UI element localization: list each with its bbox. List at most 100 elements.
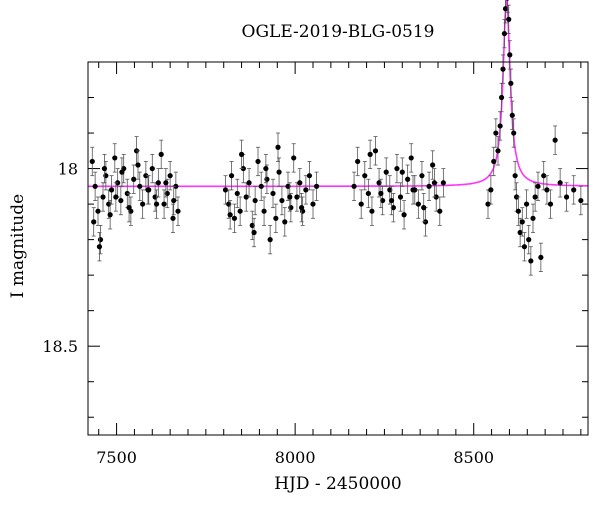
data-point bbox=[390, 205, 396, 211]
data-point bbox=[523, 201, 530, 207]
data-point bbox=[270, 190, 276, 197]
model-curve-layer bbox=[88, 0, 588, 188]
data-point bbox=[249, 222, 255, 229]
data-point bbox=[288, 205, 294, 211]
data-point bbox=[303, 187, 309, 193]
data-point bbox=[388, 197, 395, 204]
data-point bbox=[369, 208, 375, 214]
data-point bbox=[137, 183, 143, 189]
data-point bbox=[97, 237, 104, 243]
data-point bbox=[131, 176, 137, 182]
data-point bbox=[485, 201, 491, 207]
data-point bbox=[552, 137, 558, 143]
data-point bbox=[500, 66, 506, 72]
data-point bbox=[415, 201, 421, 207]
data-point bbox=[563, 194, 570, 200]
data-point bbox=[298, 205, 305, 211]
data-point bbox=[163, 180, 169, 186]
data-point bbox=[498, 94, 505, 101]
data-point bbox=[430, 162, 436, 168]
data-point bbox=[511, 130, 517, 136]
data-point bbox=[237, 208, 243, 214]
data-point bbox=[571, 187, 577, 193]
data-point bbox=[231, 215, 238, 221]
data-point bbox=[95, 208, 101, 214]
data-point bbox=[145, 187, 151, 193]
data-point bbox=[158, 151, 164, 157]
data-point bbox=[275, 144, 281, 150]
data-point bbox=[273, 215, 279, 221]
data-point bbox=[101, 165, 108, 172]
x-tick-label: 8500 bbox=[453, 448, 494, 467]
data-point bbox=[497, 123, 503, 129]
data-point bbox=[358, 201, 364, 207]
data-point bbox=[547, 201, 554, 207]
data-point bbox=[310, 201, 316, 207]
data-point bbox=[535, 183, 541, 189]
data-point bbox=[297, 180, 303, 186]
data-point bbox=[261, 208, 267, 214]
data-point bbox=[530, 215, 536, 221]
data-point bbox=[399, 169, 405, 175]
data-point bbox=[263, 165, 269, 172]
axis-ticks: 7500 8000 8500 17.5 18 18.5 bbox=[42, 0, 588, 467]
data-point bbox=[227, 212, 233, 218]
data-point bbox=[517, 229, 523, 236]
data-point bbox=[367, 151, 373, 157]
data-point bbox=[519, 219, 525, 225]
data-point bbox=[502, 6, 509, 12]
data-point bbox=[401, 212, 407, 218]
data-point bbox=[279, 197, 285, 204]
y-tick-label: 18.5 bbox=[42, 337, 78, 356]
data-point bbox=[491, 158, 497, 165]
data-point bbox=[155, 180, 161, 186]
data-point bbox=[170, 215, 176, 221]
data-point bbox=[276, 169, 282, 175]
data-point bbox=[437, 208, 443, 214]
data-point bbox=[355, 158, 361, 165]
data-point bbox=[91, 219, 97, 225]
data-point bbox=[397, 194, 404, 200]
x-axis-label: HJD - 2450000 bbox=[274, 474, 402, 494]
data-point bbox=[135, 162, 141, 168]
data-point bbox=[365, 190, 371, 197]
data-point bbox=[171, 197, 177, 204]
data-point bbox=[118, 197, 124, 204]
data-point bbox=[251, 229, 257, 236]
data-point bbox=[234, 190, 240, 197]
model-curve bbox=[88, 0, 588, 188]
data-point bbox=[532, 194, 538, 200]
plot-frame bbox=[87, 61, 589, 436]
data-point bbox=[252, 197, 258, 204]
data-point bbox=[383, 169, 389, 175]
data-point bbox=[119, 169, 125, 175]
data-point bbox=[173, 183, 179, 189]
data-point bbox=[405, 176, 411, 182]
data-point bbox=[294, 194, 300, 200]
data-point bbox=[149, 165, 155, 172]
data-point bbox=[372, 148, 379, 154]
data-point bbox=[380, 197, 386, 204]
x-tick-label: 8000 bbox=[275, 448, 316, 467]
x-tick-label: 7500 bbox=[96, 448, 137, 467]
data-point bbox=[507, 52, 513, 58]
data-point bbox=[578, 197, 584, 204]
data-point bbox=[557, 180, 563, 186]
data-point bbox=[440, 180, 446, 186]
data-point bbox=[306, 173, 313, 179]
data-point bbox=[285, 183, 291, 189]
data-point bbox=[126, 205, 132, 211]
data-point bbox=[508, 80, 514, 86]
chart-title: OGLE-2019-BLG-0519 bbox=[241, 22, 435, 42]
data-point bbox=[528, 258, 534, 264]
data-point bbox=[515, 208, 521, 214]
data-point bbox=[505, 0, 510, 1]
data-point bbox=[512, 173, 518, 179]
data-point bbox=[419, 173, 425, 179]
data-point bbox=[140, 201, 146, 207]
data-point bbox=[222, 187, 229, 193]
data-point bbox=[108, 187, 115, 193]
data-point bbox=[526, 237, 532, 243]
data-point bbox=[521, 244, 528, 250]
